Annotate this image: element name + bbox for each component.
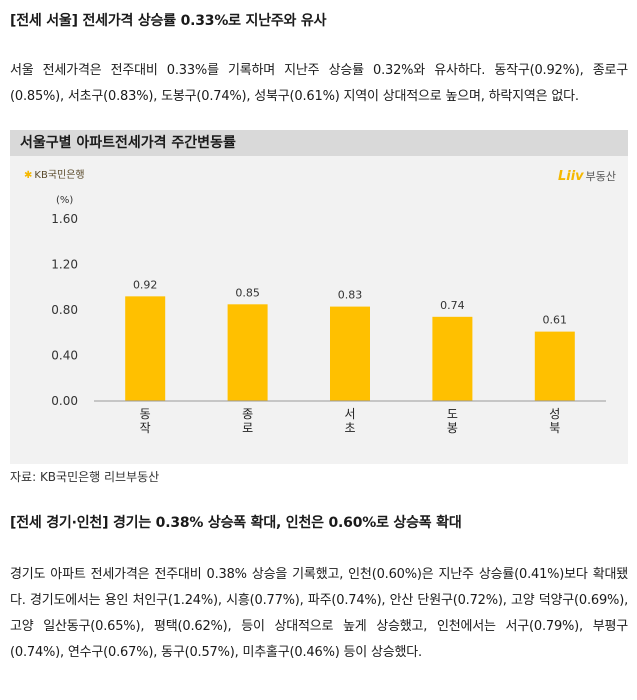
bars: 0.92 0.85 0.83 0.74 0.61 xyxy=(125,278,575,401)
x-axis-labels: 동 작 종 로 서 초 도 봉 성 북 xyxy=(140,407,561,435)
y-tick-label: 0.40 xyxy=(51,349,78,363)
bar-value-label: 0.92 xyxy=(133,278,158,291)
kb-logo: ✱ KB국민은행 xyxy=(24,166,85,181)
section1-heading: [전세 서울] 전세가격 상승률 0.33%로 지난주와 유사 xyxy=(10,10,326,30)
section2-tag: [전세 경기·인천] xyxy=(10,515,109,531)
bar xyxy=(227,304,268,401)
bar-value-label: 0.74 xyxy=(440,299,465,312)
kb-logo-text: KB국민은행 xyxy=(34,170,85,181)
bar-chart: (%) 1.60 1.20 0.80 0.40 0.00 0.92 0.85 0.83 0.7… xyxy=(51,195,606,435)
y-tick-label: 1.60 xyxy=(51,212,78,226)
bar xyxy=(534,331,575,401)
liiv-logo-suffix: 부동산 xyxy=(585,170,616,183)
y-tick-label: 0.00 xyxy=(51,394,78,408)
section1-paragraph: 서울 전세가격은 전주대비 0.33%를 기록하며 지난주 상승률 0.32%와… xyxy=(10,63,628,104)
bar xyxy=(330,306,370,401)
bar-value-label: 0.61 xyxy=(543,314,568,327)
y-axis-ticks: 1.60 1.20 0.80 0.40 0.00 xyxy=(51,212,78,408)
kb-star-icon: ✱ xyxy=(24,170,33,181)
liiv-logo: Liiv 부동산 xyxy=(558,168,616,184)
section1-tag: [전세 서울] xyxy=(10,13,78,29)
chart-title: 서울구별 아파트전세가격 주간변동률 xyxy=(10,130,628,156)
bar xyxy=(125,296,166,401)
liiv-logo-mark: Liiv xyxy=(557,169,584,184)
chart-source: 자료: KB국민은행 리브부동산 xyxy=(10,470,160,484)
chart-container: 서울구별 아파트전세가격 주간변동률 ✱ KB국민은행 Liiv 부동산 (%) 1… xyxy=(10,130,628,464)
section1-title: 전세가격 상승률 0.33%로 지난주와 유사 xyxy=(82,13,327,29)
bar-value-label: 0.83 xyxy=(338,289,363,302)
section2-heading: [전세 경기·인천] 경기는 0.38% 상승폭 확대, 인천은 0.60%로 … xyxy=(10,512,462,532)
bar xyxy=(432,316,473,401)
y-unit-label: (%) xyxy=(56,195,73,206)
y-tick-label: 1.20 xyxy=(51,258,78,272)
bar-value-label: 0.85 xyxy=(235,286,260,299)
section2-paragraph: 경기도 아파트 전세가격은 전주대비 0.38% 상승을 기록했고, 인천(0.… xyxy=(10,567,628,660)
section2-title: 경기는 0.38% 상승폭 확대, 인천은 0.60%로 상승폭 확대 xyxy=(112,515,462,531)
y-tick-label: 0.80 xyxy=(51,303,78,317)
